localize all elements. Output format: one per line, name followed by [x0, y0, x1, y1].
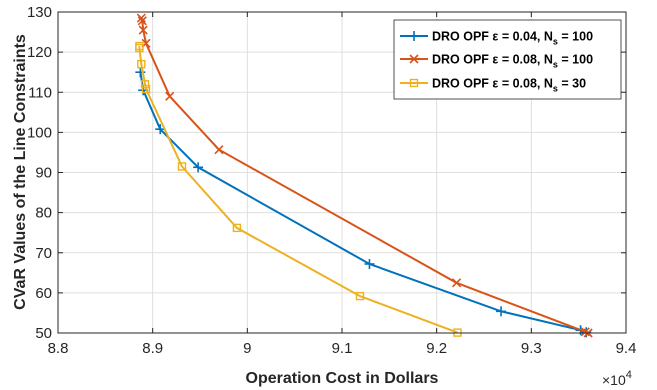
legend-label: DRO OPF ε = 0.04, Ns = 100 [432, 30, 593, 47]
data-point-square [137, 59, 146, 69]
data-point-square [141, 84, 151, 94]
y-tick-label: 60 [35, 285, 52, 302]
data-point-plus [364, 258, 375, 269]
data-point-plus [496, 306, 507, 317]
legend: DRO OPF ε = 0.04, Ns = 100 DRO OPF ε = 0.… [393, 19, 622, 100]
data-point-x [409, 54, 419, 64]
x-tick-label: 9 [243, 340, 251, 357]
series-line [139, 72, 587, 334]
x-multiplier-base: ×10 [602, 372, 626, 388]
data-point-square [409, 78, 419, 88]
x-multiplier-exponent: 4 [626, 369, 632, 381]
y-tick-label: 80 [35, 205, 52, 222]
y-tick-label: 70 [35, 245, 52, 262]
x-axis-label: Operation Cost in Dollars [246, 370, 439, 387]
data-point-square [177, 162, 187, 171]
y-tick-label: 110 [28, 84, 52, 101]
x-tick-label: 9.2 [426, 340, 447, 357]
data-point-x [451, 278, 462, 288]
legend-entry-3: DRO OPF ε = 0.08, Ns = 30 [400, 77, 586, 94]
series-layer [135, 13, 593, 338]
x-multiplier-label: ×104 [602, 369, 632, 388]
tick-labels: 8.8 8.9 9 9.1 9.2 9.3 9.4 50 60 70 80 90 100 110 120 13… [27, 4, 636, 357]
y-axis-label: CVaR Values of the Line Constraints [12, 34, 29, 310]
legend-entry-1: DRO OPF ε = 0.04, Ns = 100 [400, 30, 593, 47]
data-point-square [232, 223, 242, 233]
data-point-x [137, 16, 147, 26]
y-tick-label: 120 [27, 44, 52, 61]
x-tick-label: 9.3 [521, 340, 542, 357]
data-point-plus [193, 162, 204, 173]
data-point-square [140, 80, 150, 89]
y-tick-label: 100 [27, 124, 52, 141]
data-point-x [214, 145, 224, 155]
series-3 [135, 41, 462, 337]
legend-entry-2: DRO OPF ε = 0.08, Ns = 100 [400, 53, 593, 70]
data-point-x [136, 13, 146, 23]
data-point-x [165, 91, 175, 101]
y-tick-label: 90 [35, 165, 52, 182]
legend-label: DRO OPF ε = 0.08, Ns = 30 [432, 77, 586, 94]
x-tick-label: 8.9 [142, 340, 163, 357]
y-tick-label: 50 [35, 325, 52, 342]
y-tick-label: 130 [27, 4, 52, 21]
data-point-square [135, 43, 144, 53]
x-tick-label: 9.1 [332, 340, 353, 357]
x-tick-label: 8.8 [48, 340, 69, 357]
data-point-plus [409, 31, 419, 41]
legend-label: DRO OPF ε = 0.08, Ns = 100 [432, 53, 593, 70]
data-point-x [580, 327, 590, 337]
data-point-x [138, 25, 148, 35]
series-line [138, 46, 458, 334]
ticks [57, 11, 627, 334]
data-point-square [355, 291, 365, 301]
legend-box [393, 19, 622, 100]
x-tick-label: 9.4 [616, 340, 637, 357]
